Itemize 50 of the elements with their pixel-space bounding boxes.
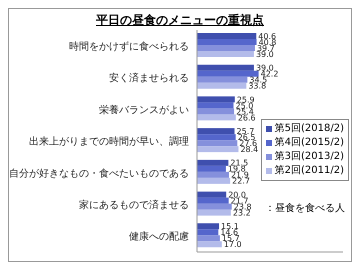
data-label: 40.6 (258, 32, 276, 41)
bar (197, 241, 222, 248)
bar (197, 160, 228, 166)
y-tick-label: 家にあるもので済ませる (79, 198, 189, 211)
bar (197, 210, 231, 216)
data-label: 17.0 (224, 240, 242, 250)
bar (197, 198, 229, 204)
bar (197, 70, 259, 77)
y-tick-label: 安く済ませられる (109, 72, 189, 84)
bar (197, 45, 255, 51)
legend-label: 第5回(2018/2) (274, 122, 344, 136)
data-label: 23.2 (232, 208, 251, 218)
y-tick-label: 栄養バランスがよい (99, 104, 189, 116)
bar (197, 128, 235, 134)
bar (197, 146, 238, 152)
bar (197, 166, 226, 172)
data-label: 25.0 (236, 101, 254, 110)
bar (197, 33, 256, 39)
bar (197, 229, 218, 236)
bar (197, 235, 220, 242)
bar (197, 96, 235, 102)
y-tick-label: 出来上がりまでの時間が早い、調理 (29, 136, 189, 148)
legend-label: 第2回(2011/2) (274, 164, 344, 178)
bar (197, 223, 220, 230)
bar (197, 140, 238, 146)
bar (197, 114, 236, 120)
data-label: 33.8 (248, 82, 266, 91)
bar (197, 51, 254, 57)
bar (197, 64, 254, 71)
bar (197, 76, 248, 83)
data-label: 28.4 (240, 144, 258, 154)
bar (197, 102, 234, 108)
chart-title: 平日の昼食のメニューの重視点 (95, 12, 265, 28)
bar (197, 39, 257, 45)
y-tick-label: 自分が好きなもの・食べたいものである (9, 167, 189, 180)
legend-label: 第4回(2015/2) (274, 136, 344, 150)
y-tick-label: 健康への配慮 (129, 230, 189, 243)
data-label: 26.6 (238, 113, 256, 122)
bar (197, 192, 226, 198)
data-label: 39.0 (256, 50, 274, 59)
data-label: 22.7 (232, 176, 250, 186)
bar (197, 134, 236, 140)
bar (197, 178, 230, 184)
annotation: ：昼食を食べる人 (265, 201, 345, 215)
legend-label: 第3回(2013/2) (274, 150, 344, 164)
bar (197, 204, 232, 210)
bar (197, 108, 234, 114)
y-tick-label: 時間をかけずに食べられる (69, 40, 189, 52)
bar (197, 172, 229, 178)
bar (197, 82, 246, 89)
